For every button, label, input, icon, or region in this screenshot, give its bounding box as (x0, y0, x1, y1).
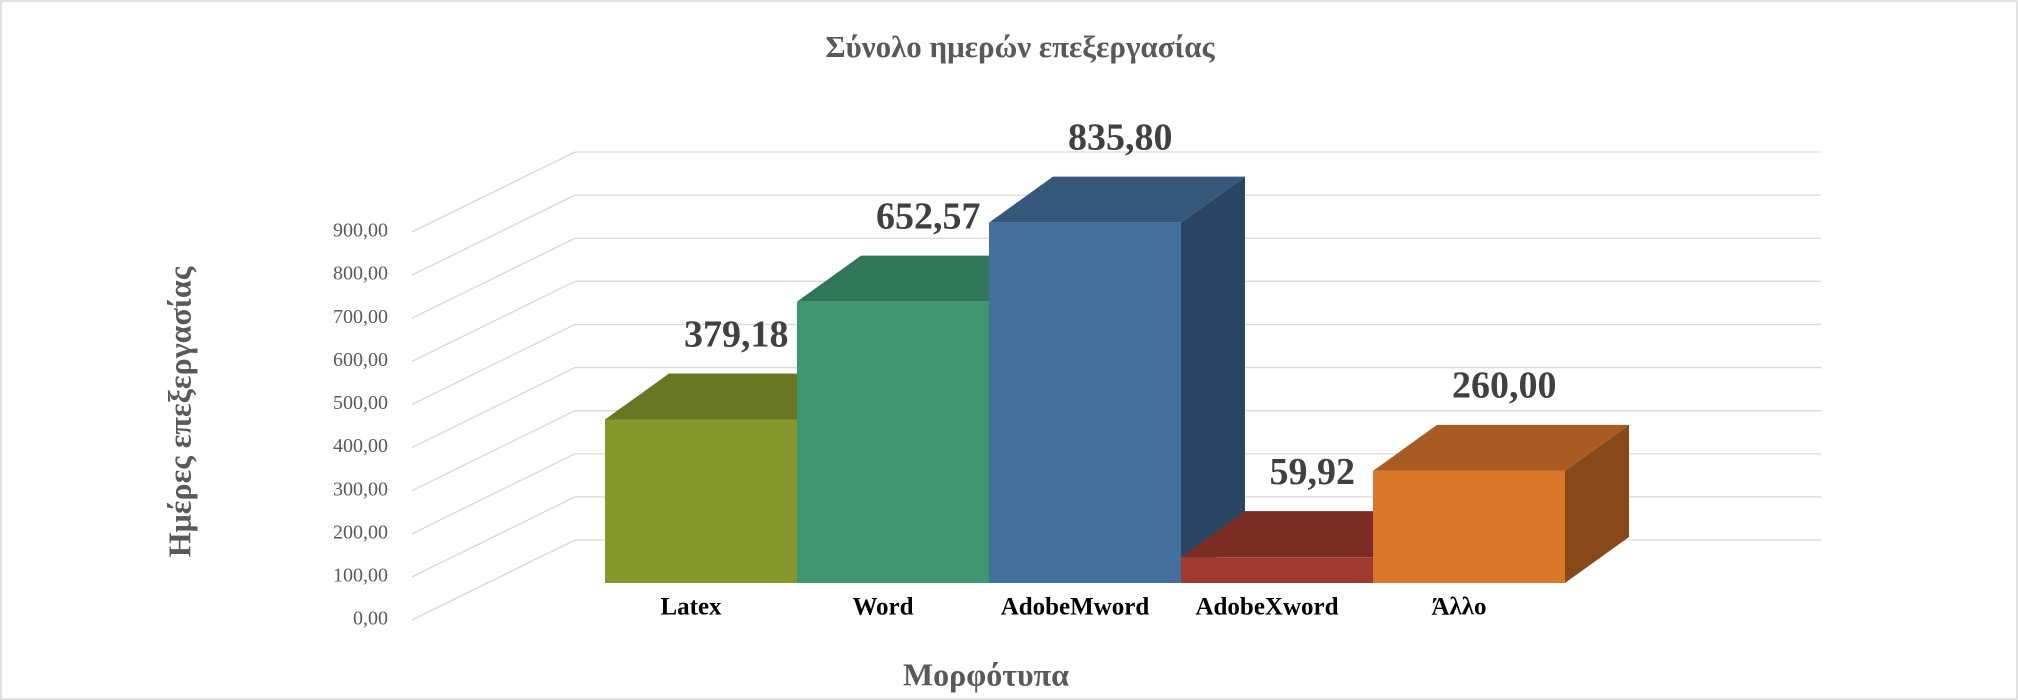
y-tick-label: 0,00 (353, 608, 388, 630)
grid-line (411, 237, 576, 319)
grid-line (411, 323, 576, 406)
data-label: 379,18 (684, 313, 789, 355)
bar-side (1565, 424, 1629, 583)
y-tick-label: 700,00 (333, 306, 388, 328)
data-label: 260,00 (1452, 365, 1557, 407)
x-axis-title: Μορφότυπα (903, 656, 1069, 692)
grid-line (411, 280, 576, 362)
grid-line (411, 151, 576, 233)
y-axis-title: Ημέρες επεξεργασίας (161, 266, 197, 557)
y-tick-label: 100,00 (333, 564, 388, 586)
bar-top (989, 176, 1245, 223)
bar (605, 419, 797, 583)
y-tick-label: 800,00 (333, 263, 388, 285)
bar (989, 222, 1181, 583)
y-tick-label: 900,00 (333, 220, 388, 242)
chart-title: Σύνολο ημερών επεξεργασίας (825, 29, 1215, 64)
grid-line (411, 453, 576, 535)
x-tick-label: AdobeMword (1001, 594, 1150, 621)
grid-line (411, 366, 576, 449)
y-tick-label: 600,00 (333, 349, 388, 371)
x-tick-label: Άλλο (1431, 594, 1486, 621)
y-tick-label: 200,00 (333, 521, 388, 543)
bar (1181, 557, 1373, 583)
grid-line (411, 539, 576, 621)
bar-side (1181, 176, 1245, 583)
y-tick-label: 400,00 (333, 435, 388, 457)
bar-top (1373, 424, 1629, 471)
data-label: 835,80 (1068, 116, 1173, 158)
grid-line (411, 194, 576, 276)
data-label: 59,92 (1269, 451, 1355, 493)
y-tick-label: 500,00 (333, 392, 388, 414)
x-tick-label: Latex (660, 594, 722, 621)
bar (797, 301, 989, 583)
x-tick-label: Word (852, 594, 913, 621)
x-tick-label: AdobeXword (1195, 594, 1338, 621)
grid-line (411, 496, 576, 578)
y-tick-label: 300,00 (333, 478, 388, 500)
grid-line (411, 410, 576, 492)
data-label: 652,57 (876, 195, 981, 237)
bar (1373, 470, 1565, 583)
